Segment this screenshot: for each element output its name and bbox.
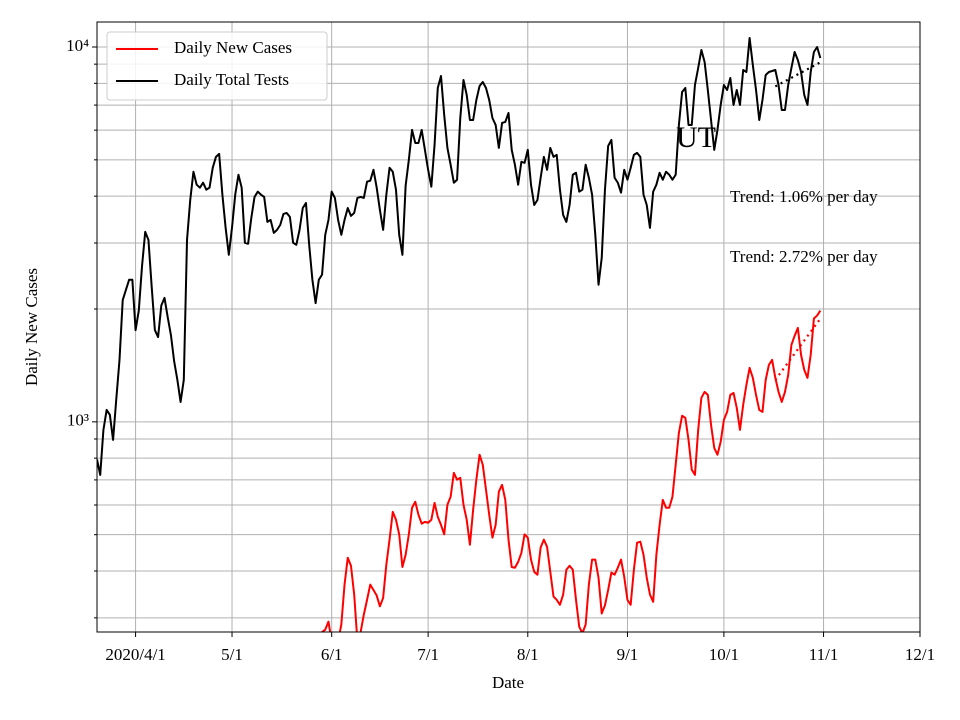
legend-box [106,31,328,101]
legend-label: Daily New Cases [174,38,292,57]
legend: Daily New Cases Daily Total Tests [106,31,328,101]
annotation: Trend: 1.06% per day [730,187,878,206]
axes: 2020/4/1 5/1 6/1 7/1 8/1 9/1 10/1 11/1 12/1 10³ 10… [66,36,935,664]
x-tick-label: 8/1 [517,645,539,664]
x-tick-label: 5/1 [221,645,243,664]
plot-frame [96,21,921,633]
data-line [97,36,822,476]
trend-line [774,317,822,381]
x-axis-label: Date [492,673,524,692]
y-tick-label: 10⁴ [66,36,89,55]
legend-label: Daily Total Tests [174,70,289,89]
plot-area [97,36,822,632]
trend-line [774,61,821,88]
x-tick-label: 11/1 [809,645,839,664]
annotation: UT [676,121,716,154]
annotation: Trend: 2.72% per day [730,247,878,266]
y-axis-label: Daily New Cases [22,268,41,386]
x-tick-label: 12/1 [905,645,935,664]
data-line [321,310,822,632]
y-tick-label: 10³ [67,411,89,430]
x-tick-label: 6/1 [321,645,343,664]
x-tick-label: 7/1 [417,645,439,664]
x-tick-label: 10/1 [709,645,739,664]
x-tick-label: 9/1 [617,645,639,664]
x-tick-label: 2020/4/1 [105,645,165,664]
